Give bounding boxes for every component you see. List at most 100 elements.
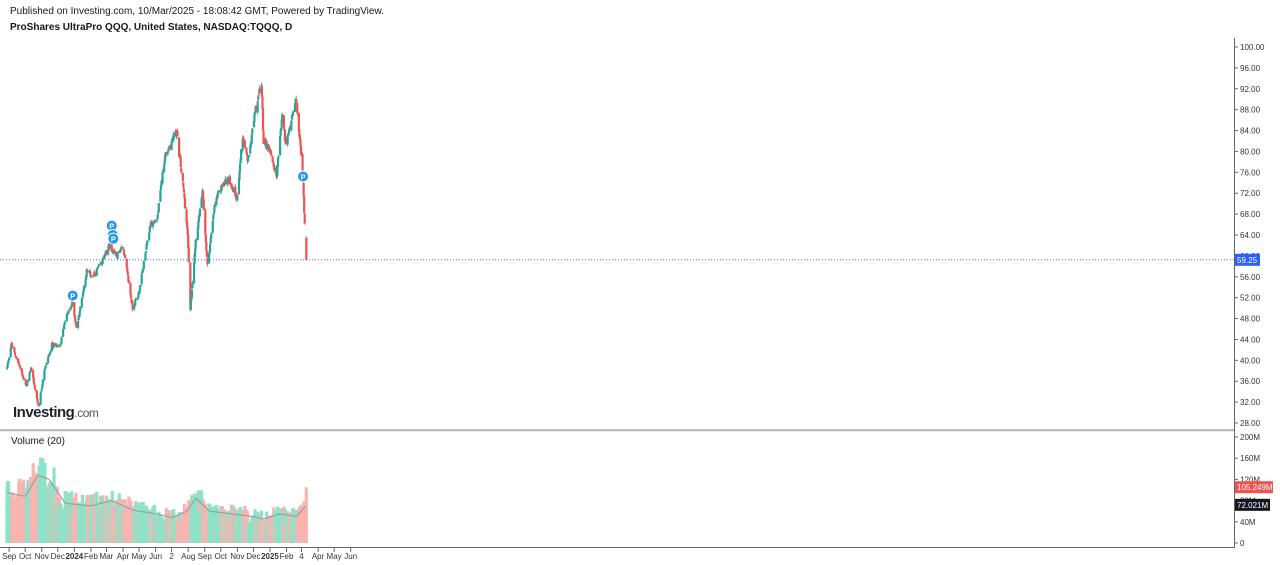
candle-body xyxy=(187,234,190,249)
candle-body xyxy=(34,388,37,391)
candle-body xyxy=(59,344,62,346)
candle-body xyxy=(20,368,24,374)
candle-body xyxy=(14,355,17,357)
volume-bar xyxy=(220,506,225,543)
candle-body xyxy=(18,364,21,367)
price-tick-label: 76.00 xyxy=(1240,168,1261,177)
volume-bar xyxy=(18,483,22,543)
dividend-marker[interactable]: P xyxy=(107,232,120,245)
candle-body xyxy=(183,193,186,199)
candle-body xyxy=(230,183,233,188)
candle-body xyxy=(189,299,192,310)
candle-body xyxy=(112,249,115,252)
volume-bar xyxy=(183,513,187,543)
candle-body xyxy=(186,221,189,229)
candle-body xyxy=(71,302,74,304)
candle-body xyxy=(204,209,207,235)
candle-body xyxy=(142,268,145,270)
time-tick-label: Sep xyxy=(198,552,213,561)
candle-body xyxy=(193,254,196,264)
candle-body xyxy=(77,315,80,321)
candle-body xyxy=(62,329,65,337)
volume-bar xyxy=(179,517,183,543)
price-tick-label: 92.00 xyxy=(1240,85,1261,94)
volume-bar xyxy=(89,494,94,543)
candle-body xyxy=(249,143,252,147)
candle-body xyxy=(291,111,295,116)
candle-body xyxy=(108,243,111,249)
candle-body xyxy=(11,347,14,349)
candle-body xyxy=(260,86,264,97)
candle-body xyxy=(73,314,76,319)
candle-body xyxy=(287,132,290,135)
price-tick-label: 80.00 xyxy=(1240,147,1261,156)
candle-body xyxy=(280,128,283,131)
candle-body xyxy=(257,94,260,96)
price-tick-label: 72.00 xyxy=(1240,189,1261,198)
volume-bar xyxy=(273,510,277,543)
volume-bar xyxy=(149,523,153,543)
candle-body xyxy=(37,402,40,407)
candle-body xyxy=(144,251,148,253)
candle-body xyxy=(28,373,31,381)
dividend-marker-label: P xyxy=(301,172,306,181)
volume-bar xyxy=(119,504,123,543)
dividend-marker[interactable]: P xyxy=(297,170,310,183)
candle-body xyxy=(21,373,24,377)
candle-body xyxy=(192,262,196,284)
candle-body xyxy=(63,324,66,330)
candle-body xyxy=(245,152,249,156)
candle-body xyxy=(176,130,179,136)
candle-body xyxy=(249,146,252,154)
candle-body xyxy=(213,203,217,207)
candle-body xyxy=(22,377,25,380)
candle-body xyxy=(151,221,155,227)
candle-body xyxy=(49,351,52,354)
volume-bar xyxy=(134,517,138,543)
volume-bar xyxy=(239,522,243,543)
candle-body xyxy=(283,129,287,142)
candle-body xyxy=(287,134,290,136)
candle-body xyxy=(224,178,227,181)
candle-body xyxy=(238,170,241,180)
candle-body xyxy=(246,158,250,162)
candle-body xyxy=(48,353,51,355)
price-tick-label: 40.00 xyxy=(1240,356,1261,365)
candle-body xyxy=(198,216,201,218)
volume-bar xyxy=(228,519,232,543)
candle-body xyxy=(182,182,185,188)
candle-body xyxy=(258,89,261,94)
candle-body xyxy=(194,240,197,250)
candle-body xyxy=(67,309,71,311)
candle-body xyxy=(138,290,141,294)
volume-bar xyxy=(276,514,281,543)
candle-body xyxy=(122,250,126,255)
candle-body xyxy=(8,357,11,361)
volume-bar xyxy=(187,500,191,543)
candle-body xyxy=(299,138,302,147)
candle-body xyxy=(282,115,285,129)
candle-body xyxy=(288,127,291,130)
price-tick-label: 100.00 xyxy=(1240,43,1265,52)
candle-body xyxy=(144,253,147,261)
candle-body xyxy=(126,271,129,275)
price-axis[interactable]: 100.00 96.00 92.00 88.00 84.00 80.00 76.00 72.0… xyxy=(1234,43,1265,428)
volume-bar xyxy=(232,505,236,543)
time-axis[interactable]: Sep Oct Nov Dec 2024 Feb Mar Apr May Jun 2 Aug Sep Oc… xyxy=(2,548,357,561)
candle-body xyxy=(303,196,306,213)
volume-bar xyxy=(29,491,34,543)
dividend-marker[interactable]: P xyxy=(66,289,79,302)
volume-bar xyxy=(164,508,168,543)
candle-body xyxy=(247,154,250,158)
last-price-label: 59.25 xyxy=(1237,256,1258,265)
candle-body xyxy=(129,283,132,295)
volume-bar xyxy=(246,522,251,543)
candle-body xyxy=(179,157,182,167)
time-tick-label: Apr xyxy=(312,552,325,561)
candle-body xyxy=(189,262,192,310)
candle-body xyxy=(197,215,200,223)
candle-body xyxy=(95,268,98,276)
candle-body xyxy=(225,180,228,185)
time-tick-label: Sep xyxy=(2,552,17,561)
